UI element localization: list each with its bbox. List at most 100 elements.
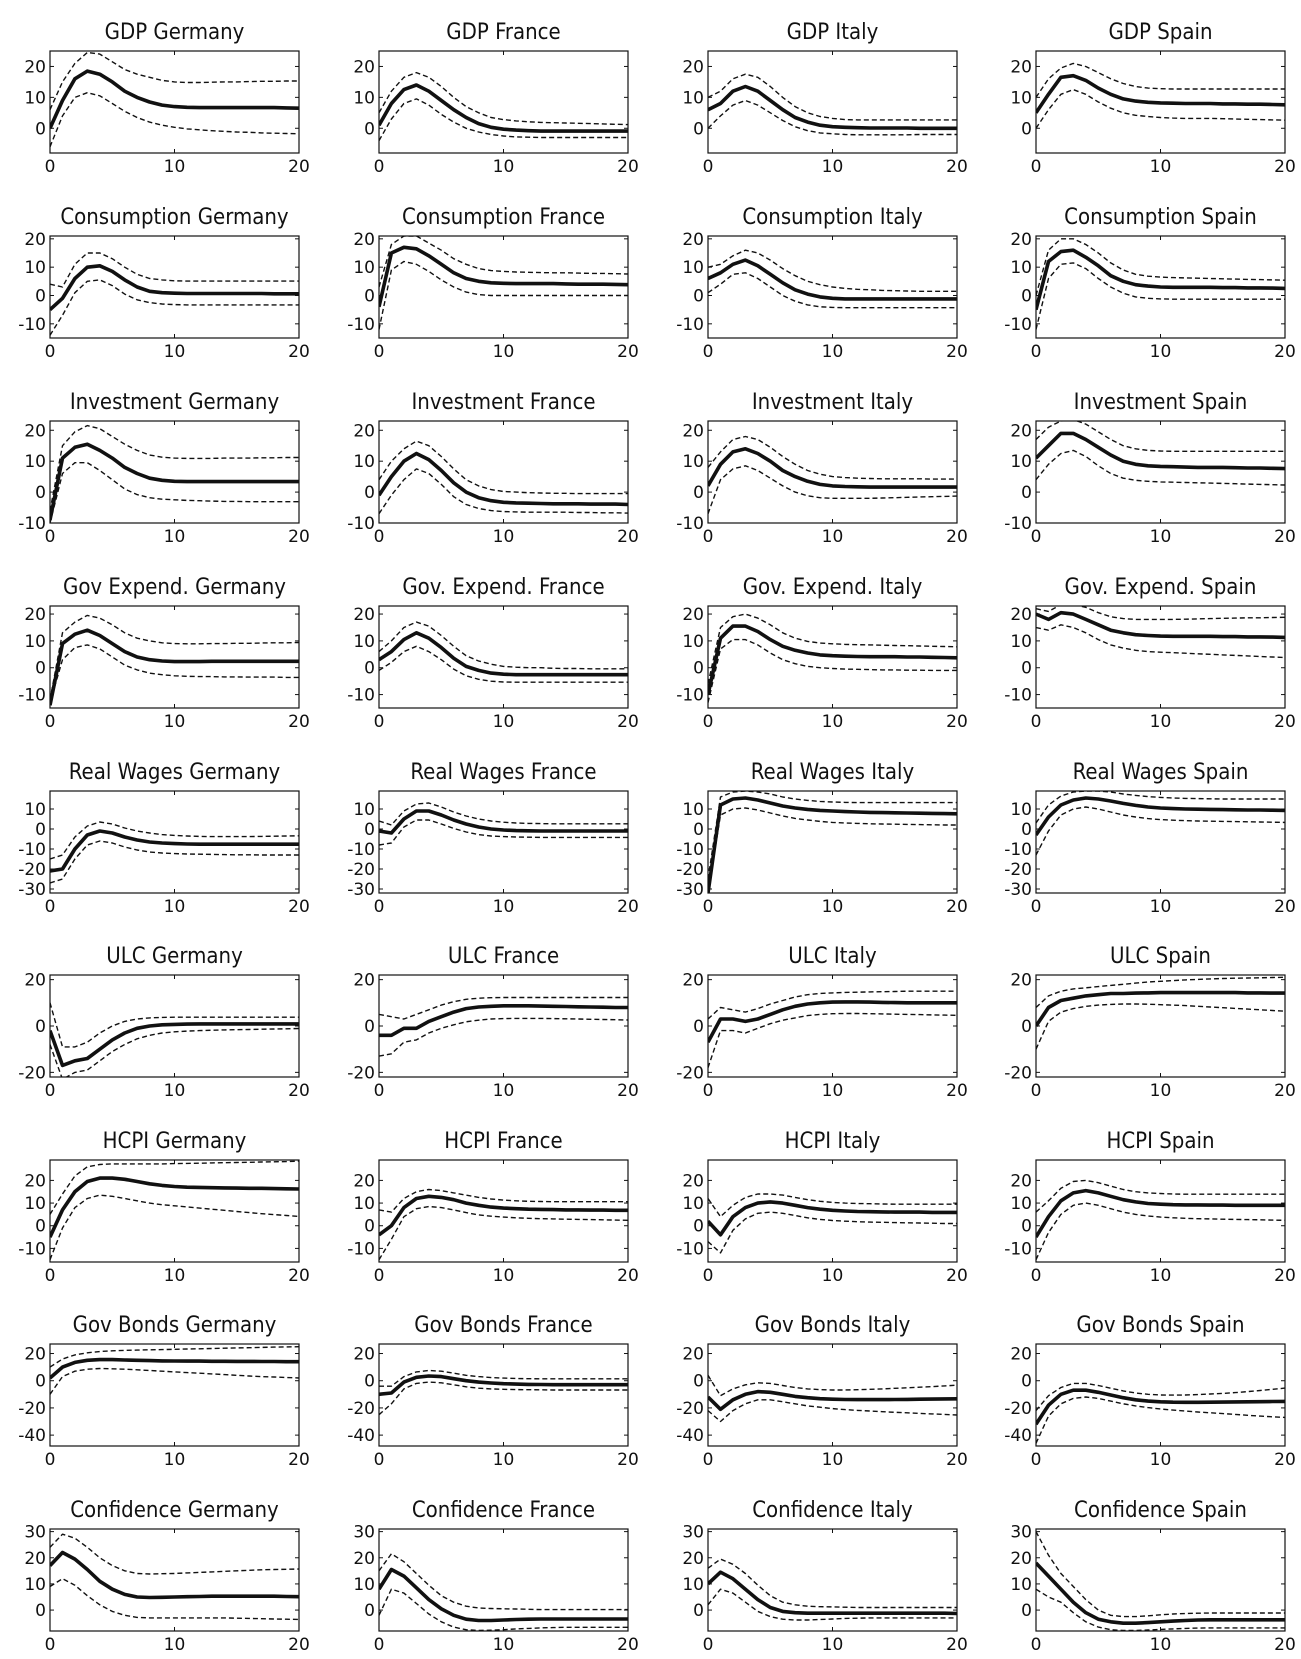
plot-frame [378,1343,629,1447]
x-tick-label: 20 [288,157,310,177]
x-tick-label: 0 [45,527,56,547]
x-tick-label: 0 [1031,712,1042,732]
x-tick-label: 20 [617,897,639,917]
upper-band-line [708,791,957,880]
panel-36: Confidence Spain 0 10 20 0 10 20 30 [1010,1498,1295,1655]
x-tick-label: 20 [946,157,968,177]
panel-title: Real Wages Italy [751,760,915,785]
plot-frame [1035,1159,1286,1263]
panel-title: Consumption Germany [60,205,289,230]
upper-band-line [708,249,957,292]
x-tick-label: 10 [164,527,186,547]
panel-title: Investment France [411,390,595,415]
y-tick-label: -20 [676,1399,704,1419]
lower-band-line [708,638,957,703]
y-tick-label: 0 [693,1601,704,1621]
x-tick-label: 10 [1150,1081,1172,1101]
y-tick-label: 0 [364,659,375,679]
x-tick-label: 10 [164,1450,186,1470]
x-tick-label: 0 [45,1450,56,1470]
panel-title: HCPI France [444,1129,562,1154]
y-tick-label: 0 [1021,1601,1032,1621]
upper-band-line [708,1193,957,1218]
response-line [708,1570,957,1616]
y-tick-label: 10 [353,258,375,278]
lower-band-line [379,1017,628,1057]
y-tick-label: -20 [347,1063,375,1083]
x-tick-label: 20 [1274,342,1296,362]
x-tick-label: 10 [1150,1450,1172,1470]
x-tick-label: 0 [45,1635,56,1655]
x-tick-label: 20 [1274,1266,1296,1286]
x-tick-label: 10 [1150,897,1172,917]
upper-band-line [1036,1382,1285,1412]
panel-title: Gov. Expend. Spain [1065,575,1257,600]
y-tick-label: -40 [1004,1426,1032,1446]
y-tick-label: -10 [1004,1239,1032,1259]
x-tick-label: 0 [703,527,714,547]
x-tick-label: 20 [617,1081,639,1101]
y-tick-label: -30 [347,880,375,900]
x-tick-label: 10 [822,527,844,547]
lower-band-line [379,98,628,141]
panel-title: Real Wages Germany [69,760,281,785]
panel-title: Gov Bonds Germany [73,1313,277,1338]
y-tick-label: 0 [1021,659,1032,679]
panel-35: Confidence Italy 0 10 20 0 10 20 30 [682,1498,967,1655]
y-tick-label: -40 [18,1426,46,1446]
panel-title: Confidence Spain [1074,1498,1247,1523]
plot-frame [49,1528,300,1632]
panel-30: Gov Bonds France 0 10 20 -40 -20 0 20 [347,1313,639,1470]
y-tick-label: 20 [682,57,704,77]
response-line [708,1389,957,1412]
x-tick-label: 10 [164,1266,186,1286]
x-tick-label: 0 [1031,342,1042,362]
x-tick-label: 0 [1031,1635,1042,1655]
y-tick-label: -10 [1004,315,1032,335]
response-line [708,796,957,893]
x-tick-label: 10 [164,1081,186,1101]
response-line [1036,610,1285,640]
plot-frame [378,235,629,339]
y-tick-label: 0 [1021,1217,1032,1237]
y-tick-label: 10 [1010,800,1032,820]
response-line [379,245,628,308]
panel-16: Gov. Expend. Spain 0 10 20 -10 0 10 20 [1004,575,1296,732]
y-tick-label: 20 [24,230,46,250]
y-tick-label: -20 [18,1399,46,1419]
upper-band-line [50,1533,299,1575]
x-tick-label: 10 [1150,1266,1172,1286]
panel-title: Real Wages France [410,760,596,785]
response-line [379,83,628,133]
y-tick-label: 0 [35,1017,46,1037]
plot-frame [378,420,629,524]
lower-band-line [708,272,957,309]
plot-frame [1035,605,1286,709]
plot-frame [1035,1528,1286,1632]
y-tick-label: -10 [347,315,375,335]
panel-title: Investment Italy [752,390,914,415]
x-tick-label: 20 [288,1450,310,1470]
panel-title: Confidence France [412,1498,595,1523]
plot-frame [1035,1343,1286,1447]
response-line [379,1567,628,1623]
panel-29: Gov Bonds Germany 0 10 20 -40 -20 0 20 [18,1313,310,1470]
panel-15: Gov. Expend. Italy 0 10 20 -10 0 10 20 [676,575,968,732]
panel-6: Consumption France 0 10 20 -10 0 10 20 [347,205,639,362]
response-line [379,1003,628,1038]
lower-band-line [50,91,299,148]
response-line [1036,1388,1285,1426]
panel-14: Gov. Expend. France 0 10 20 -10 0 10 20 [347,575,639,732]
x-tick-label: 20 [288,1266,310,1286]
plot-frame [1035,420,1286,524]
upper-band-line [379,440,628,495]
response-line [50,442,299,521]
y-tick-label: 0 [1021,1372,1032,1392]
panel-title: ULC Italy [788,944,877,969]
x-tick-label: 0 [45,712,56,732]
x-tick-label: 20 [288,1081,310,1101]
y-tick-label: -30 [676,880,704,900]
